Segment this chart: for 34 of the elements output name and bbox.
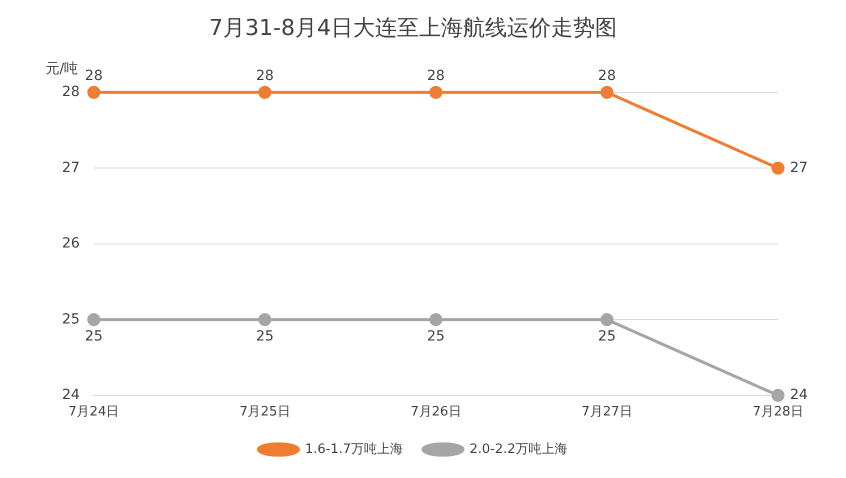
y-tick-label: 26 <box>62 236 80 252</box>
x-tick-label: 7月27日 <box>582 404 632 420</box>
data-label: 28 <box>598 68 616 84</box>
legend-label: 1.6-1.7万吨上海 <box>304 442 404 457</box>
data-label: 25 <box>84 328 103 344</box>
data-label: 27 <box>790 160 808 176</box>
point <box>429 313 442 326</box>
data-label: 24 <box>790 387 808 404</box>
data-label: 25 <box>426 328 445 344</box>
point <box>258 313 272 326</box>
point <box>600 313 614 326</box>
x-tick-label: 7月24日 <box>68 404 120 420</box>
data-label: 28 <box>84 68 103 84</box>
x-tick-label: 7月28日 <box>752 404 804 420</box>
data-label: 28 <box>256 68 274 84</box>
data-label: 25 <box>256 328 274 344</box>
y-tick-label: 28 <box>62 84 80 100</box>
data-label: 28 <box>426 68 445 84</box>
point <box>87 86 100 99</box>
point <box>87 313 100 326</box>
point <box>429 86 442 99</box>
point <box>772 162 784 175</box>
point <box>772 388 784 402</box>
data-label: 25 <box>598 328 616 344</box>
x-tick-label: 7月25日 <box>239 404 290 420</box>
y-tick-label: 24 <box>62 387 80 404</box>
point <box>600 86 614 99</box>
x-tick-label: 7月26日 <box>410 404 462 420</box>
y-tick-label: 27 <box>62 160 80 176</box>
y-axis-title: 元/吨 <box>45 61 78 78</box>
chart-title: 7月31-8月4日大连至上海航线运价走势图 <box>209 16 617 41</box>
legend-label: 2.0-2.2万吨上海 <box>470 442 568 457</box>
y-tick-label: 25 <box>62 311 80 328</box>
point <box>258 86 272 99</box>
